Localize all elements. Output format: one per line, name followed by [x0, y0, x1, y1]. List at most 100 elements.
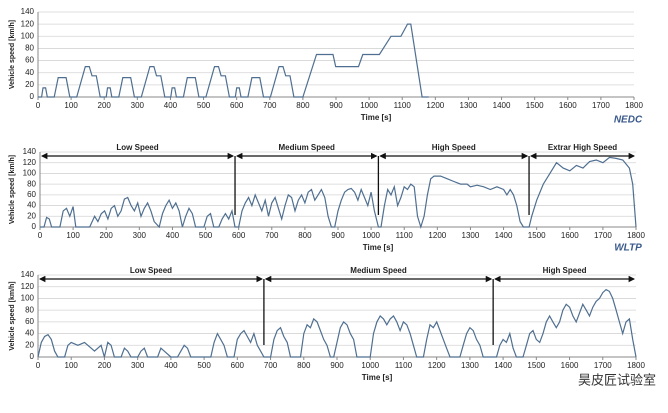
y-tick-label: 100 [21, 31, 35, 40]
section-label: High Speed [432, 143, 476, 152]
x-tick-label: 0 [36, 361, 41, 370]
x-tick-label: 1700 [594, 361, 612, 370]
x-tick-label: 100 [64, 101, 78, 110]
y-tick-label: 40 [25, 68, 34, 77]
y-tick-label: 120 [21, 19, 35, 28]
x-tick-label: 1100 [394, 101, 412, 110]
x-tick-label: 1500 [527, 361, 545, 370]
y-tick-label: 100 [23, 169, 37, 178]
x-tick-label: 200 [100, 231, 114, 240]
y-tick-label: 60 [25, 56, 34, 65]
y-tick-label: 60 [27, 190, 36, 199]
x-tick-label: 1800 [625, 101, 643, 110]
cycle-label: WLTP [614, 243, 642, 254]
x-tick-label: 900 [330, 361, 344, 370]
x-tick-label: 400 [166, 231, 180, 240]
x-tick-label: 1000 [361, 361, 379, 370]
y-tick-label: 20 [27, 211, 36, 220]
x-tick-label: 1300 [460, 101, 478, 110]
x-tick-label: 700 [263, 101, 277, 110]
y-tick-label: 40 [27, 201, 36, 210]
x-tick-label: 300 [131, 101, 145, 110]
x-tick-label: 300 [133, 231, 147, 240]
x-tick-label: 400 [164, 361, 178, 370]
x-tick-label: 1400 [494, 361, 512, 370]
section-label: High Speed [543, 266, 587, 275]
x-tick-label: 0 [38, 231, 43, 240]
x-tick-label: 800 [296, 101, 310, 110]
x-tick-label: 1600 [561, 231, 579, 240]
section-label: Extrar High Speed [548, 143, 617, 152]
x-tick-label: 1000 [360, 101, 378, 110]
x-tick-label: 1100 [395, 361, 413, 370]
y-axis-title: Vehicle speed [km/h] [9, 20, 16, 89]
x-tick-label: 1100 [396, 231, 414, 240]
y-tick-label: 80 [27, 179, 36, 188]
x-tick-label: 1500 [526, 101, 544, 110]
x-tick-label: 1700 [594, 231, 612, 240]
y-axis-title: Vehicle speed [km/h] [9, 155, 16, 224]
cycle-label: NEDC [614, 115, 643, 126]
x-tick-label: 200 [98, 361, 112, 370]
y-tick-label: 20 [25, 80, 34, 89]
x-tick-label: 1700 [592, 101, 610, 110]
x-tick-label: 400 [164, 101, 178, 110]
y-tick-label: 80 [25, 305, 34, 314]
x-tick-label: 1200 [428, 231, 446, 240]
y-tick-label: 120 [23, 158, 37, 167]
speed-line [37, 288, 637, 358]
x-tick-label: 900 [331, 231, 345, 240]
y-tick-label: 40 [25, 329, 34, 338]
y-tick-label: 100 [21, 294, 35, 303]
y-tick-label: 140 [21, 7, 35, 16]
y-tick-label: 140 [23, 147, 37, 156]
x-axis-title: Time [s] [361, 113, 392, 122]
x-tick-label: 500 [197, 101, 211, 110]
y-tick-label: 60 [25, 317, 34, 326]
x-tick-label: 900 [329, 101, 343, 110]
x-tick-label: 600 [230, 101, 244, 110]
x-tick-label: 600 [231, 361, 245, 370]
section-label: Medium Speed [278, 143, 335, 152]
x-tick-label: 1300 [461, 361, 479, 370]
y-tick-label: 0 [30, 92, 35, 101]
section-label: Medium Speed [350, 266, 407, 275]
section-label: Low Speed [130, 266, 172, 275]
x-tick-label: 1800 [627, 231, 645, 240]
x-tick-label: 500 [197, 361, 211, 370]
speed-line [38, 23, 429, 98]
x-tick-label: 1300 [462, 231, 480, 240]
x-tick-label: 0 [36, 101, 41, 110]
x-tick-label: 800 [298, 231, 312, 240]
y-tick-label: 140 [21, 270, 35, 279]
x-tick-label: 1200 [426, 101, 444, 110]
y-tick-label: 80 [25, 44, 34, 53]
x-tick-label: 1800 [627, 361, 645, 370]
section-label: Low Speed [116, 143, 158, 152]
x-tick-label: 1400 [495, 231, 513, 240]
speed-line [40, 156, 637, 230]
x-tick-label: 700 [265, 231, 279, 240]
x-tick-label: 1600 [559, 101, 577, 110]
x-tick-label: 500 [199, 231, 213, 240]
x-tick-label: 200 [98, 101, 112, 110]
x-tick-label: 100 [66, 231, 80, 240]
y-tick-label: 120 [21, 282, 35, 291]
x-tick-label: 800 [297, 361, 311, 370]
x-axis-title: Time [s] [362, 373, 393, 382]
y-tick-label: 0 [30, 352, 35, 361]
x-tick-label: 700 [264, 361, 278, 370]
x-tick-label: 1500 [528, 231, 546, 240]
y-tick-label: 0 [32, 222, 37, 231]
x-tick-label: 1400 [493, 101, 511, 110]
y-tick-label: 20 [25, 340, 34, 349]
x-tick-label: 300 [131, 361, 145, 370]
x-tick-label: 1600 [561, 361, 579, 370]
x-axis-title: Time [s] [363, 243, 394, 252]
x-tick-label: 600 [232, 231, 246, 240]
watermark: 昊皮匠试验室 [578, 372, 656, 387]
x-tick-label: 100 [65, 361, 79, 370]
x-tick-label: 1200 [428, 361, 446, 370]
y-axis-title: Vehicle speed [km/h] [9, 281, 16, 350]
